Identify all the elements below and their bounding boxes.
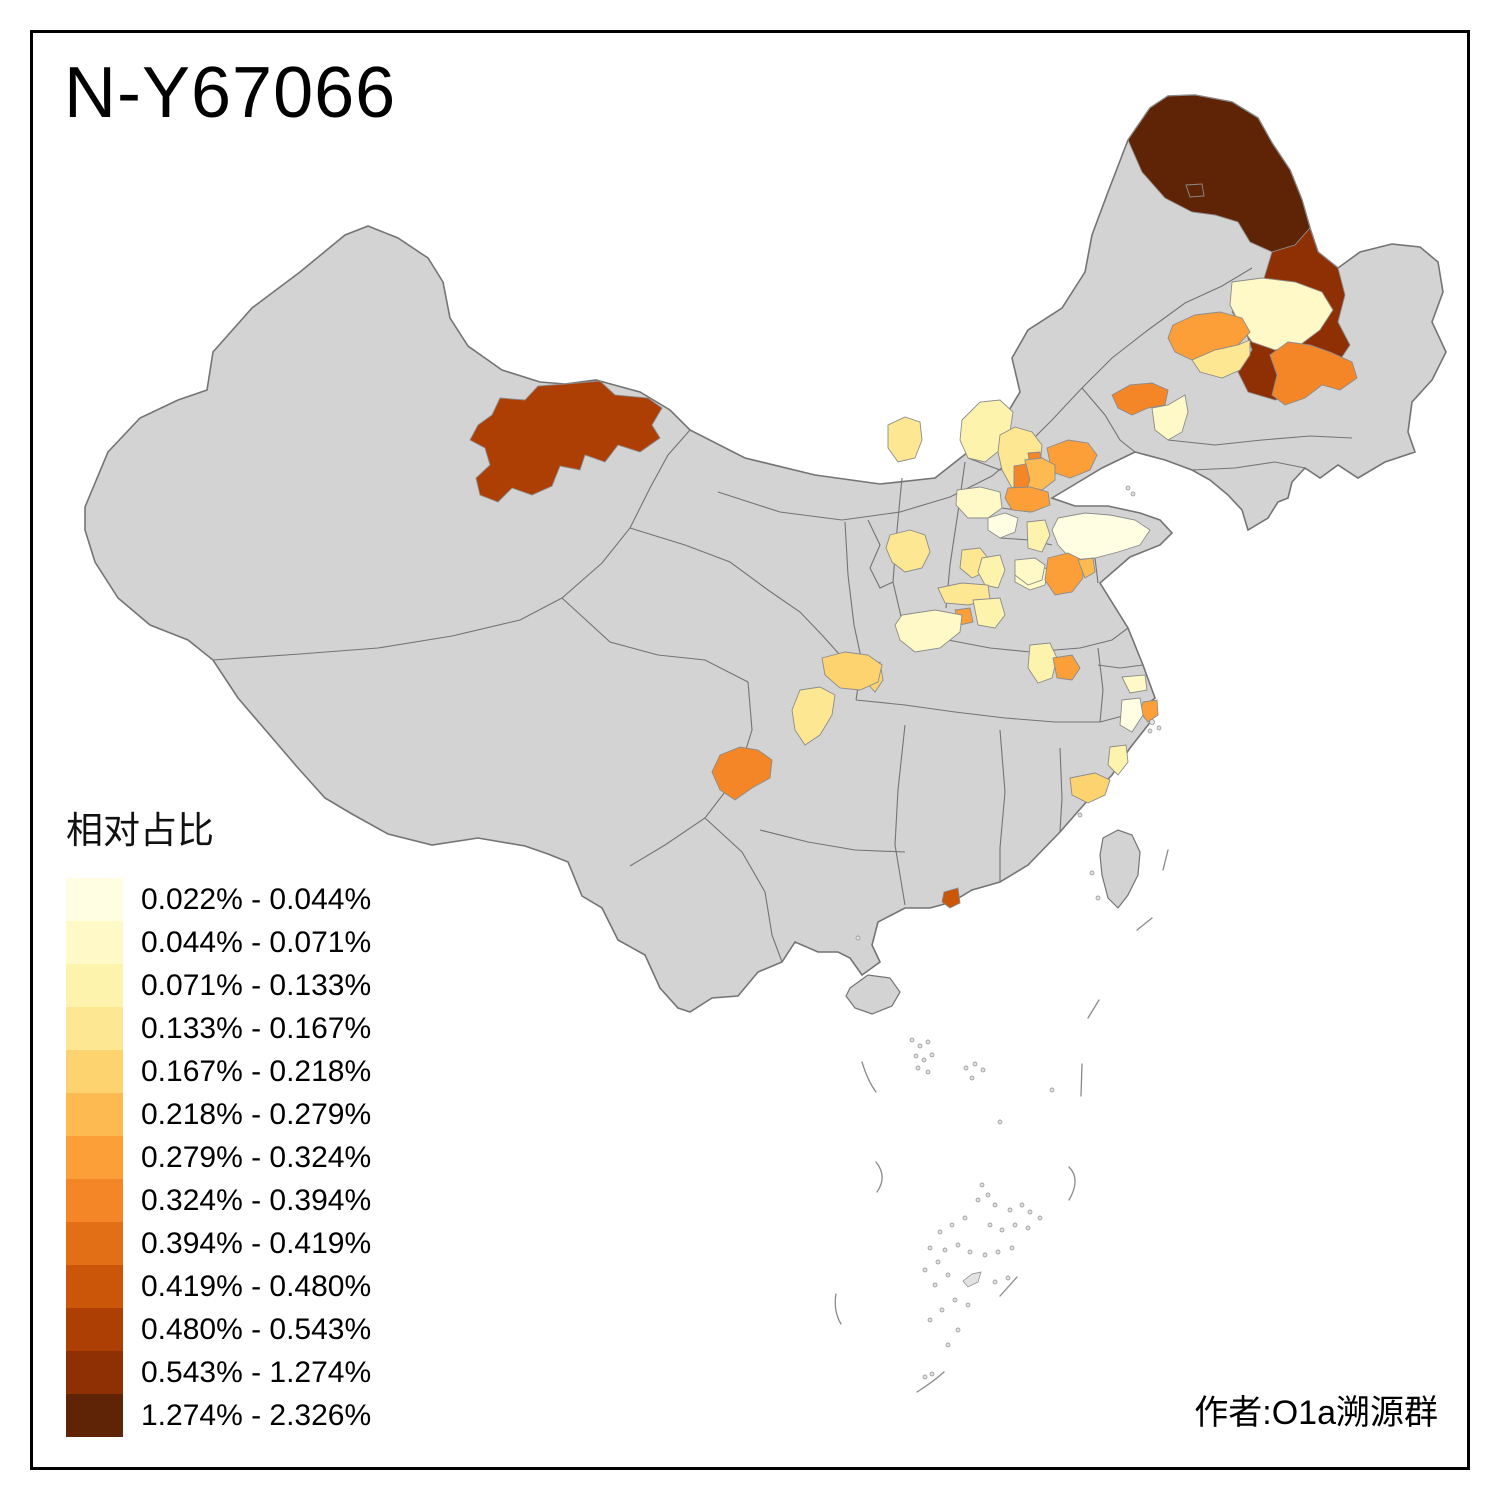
legend-label: 0.543% - 1.274%	[141, 1355, 372, 1389]
legend-label: 0.022% - 0.044%	[141, 882, 372, 916]
region-patch	[1185, 183, 1205, 198]
plot-title: N-Y67066	[64, 53, 397, 133]
legend-swatch	[66, 1093, 123, 1136]
legend-swatch	[66, 964, 123, 1007]
region-patch	[1107, 744, 1129, 776]
legend-swatch	[66, 1050, 123, 1093]
legend-item: 0.133% - 0.167%	[66, 1007, 371, 1050]
region-patch	[1119, 697, 1144, 733]
region-patch	[1077, 557, 1096, 579]
region-patch	[1052, 654, 1081, 681]
legend-item: 0.419% - 0.480%	[66, 1265, 371, 1308]
legend-swatch	[66, 1394, 123, 1437]
legend-swatch	[66, 878, 123, 921]
legend-item: 0.543% - 1.274%	[66, 1351, 371, 1394]
legend-item: 0.394% - 0.419%	[66, 1222, 371, 1265]
region-patch	[1014, 557, 1046, 586]
region-patch	[1051, 512, 1151, 561]
legend-swatch	[66, 1351, 123, 1394]
region-patch	[1013, 463, 1031, 491]
legend-swatch	[66, 1308, 123, 1351]
legend-swatch	[66, 1179, 123, 1222]
small-island	[962, 1271, 982, 1288]
mainland-outline	[84, 94, 1447, 1013]
region-patches	[469, 94, 1358, 909]
region-patch	[791, 686, 836, 746]
legend-swatch	[66, 1136, 123, 1179]
region-patch	[955, 486, 1003, 519]
islet-dots	[855, 485, 1162, 1380]
legend-item: 1.274% - 2.326%	[66, 1394, 371, 1437]
region-patch	[1069, 772, 1111, 804]
legend-items: 0.022% - 0.044% 0.044% - 0.071% 0.071% - 0…	[66, 878, 371, 1437]
plot-frame	[30, 30, 1470, 1470]
region-patch	[1151, 394, 1189, 441]
legend-swatch	[66, 921, 123, 964]
region-patch	[941, 887, 961, 909]
legend-item: 0.480% - 0.543%	[66, 1308, 371, 1351]
attribution-text: 作者:O1a溯源群	[1194, 1394, 1438, 1432]
south-sea-marks	[834, 485, 1169, 1393]
region-patch	[977, 554, 1006, 589]
legend-label: 0.419% - 0.480%	[141, 1269, 372, 1303]
legend-label: 0.480% - 0.543%	[141, 1312, 372, 1346]
legend-label: 0.133% - 0.167%	[141, 1011, 372, 1045]
region-patch	[1044, 552, 1084, 596]
legend-label: 0.044% - 0.071%	[141, 925, 372, 959]
legend-label: 0.071% - 0.133%	[141, 968, 372, 1002]
legend-label: 0.279% - 0.324%	[141, 1140, 372, 1174]
legend-swatch	[66, 1007, 123, 1050]
region-patch	[711, 746, 773, 801]
region-patch	[469, 380, 663, 503]
islands	[845, 829, 1141, 1288]
legend-item: 0.022% - 0.044%	[66, 878, 371, 921]
legend-swatch	[66, 1222, 123, 1265]
region-patch	[1004, 486, 1051, 513]
legend-label: 0.324% - 0.394%	[141, 1183, 372, 1217]
region-patch	[987, 512, 1019, 539]
legend-item: 0.324% - 0.394%	[66, 1179, 371, 1222]
legend-item: 0.167% - 0.218%	[66, 1050, 371, 1093]
region-patch	[887, 416, 923, 463]
hainan-island	[845, 974, 901, 1015]
region-patch	[972, 597, 1006, 629]
legend-item: 0.279% - 0.324%	[66, 1136, 371, 1179]
legend-title: 相对占比	[66, 810, 214, 851]
taiwan-island	[1099, 829, 1141, 909]
legend-label: 0.167% - 0.218%	[141, 1054, 372, 1088]
legend-label: 1.274% - 2.326%	[141, 1398, 372, 1432]
region-patch	[1027, 642, 1058, 684]
legend-item: 0.044% - 0.071%	[66, 921, 371, 964]
region-patch	[1121, 674, 1148, 694]
region-patch	[885, 529, 931, 573]
region-patch	[894, 609, 963, 653]
legend-item: 0.218% - 0.279%	[66, 1093, 371, 1136]
legend-item: 0.071% - 0.133%	[66, 964, 371, 1007]
legend: 相对占比 0.022% - 0.044% 0.044% - 0.071% 0.071…	[66, 800, 371, 1437]
region-patch	[1269, 341, 1358, 406]
region-patch	[1111, 382, 1169, 416]
region-patch	[1026, 519, 1051, 553]
region-patch	[1191, 339, 1251, 379]
legend-label: 0.394% - 0.419%	[141, 1226, 372, 1260]
legend-label: 0.218% - 0.279%	[141, 1097, 372, 1131]
region-patch	[821, 651, 883, 691]
legend-swatch	[66, 1265, 123, 1308]
